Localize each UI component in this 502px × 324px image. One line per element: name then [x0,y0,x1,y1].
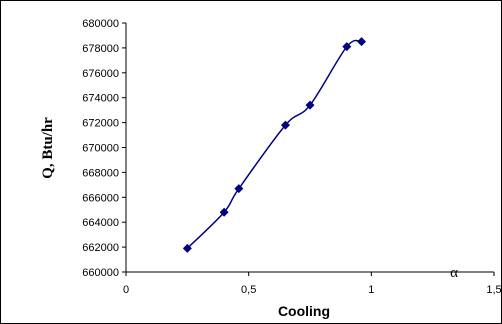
data-point-marker [280,120,290,130]
y-tick-label: 674000 [82,93,119,105]
data-point-marker [342,42,352,52]
y-tick-label: 664000 [82,217,119,229]
x-tick-label: 0 [123,284,129,296]
y-axis-title: Q, Btu/hr [40,117,56,179]
data-point-marker [219,207,229,217]
y-tick-label: 662000 [82,242,119,254]
x-axis-title: Cooling [278,303,330,319]
data-point-marker [182,243,192,253]
y-tick-label: 660000 [82,267,119,279]
x-axis-ticks: 0 0,5 1 1,5 [123,272,502,296]
y-tick-label: 678000 [82,43,119,55]
y-tick-label: 672000 [82,118,119,130]
x-tick-label: 0,5 [241,284,256,296]
y-tick-label: 666000 [82,192,119,204]
y-axis-ticks: 660000 662000 664000 666000 668000 670000 6720… [82,18,126,279]
y-tick-label: 668000 [82,167,119,179]
y-tick-label: 670000 [82,143,119,155]
x-tick-label: 1 [368,284,374,296]
y-tick-label: 676000 [82,68,119,80]
data-point-marker [357,37,367,47]
x-tick-label: 1,5 [486,284,501,296]
data-point-marker [234,184,244,194]
data-point-marker [305,100,315,110]
y-tick-label: 680000 [82,18,119,30]
alpha-annotation: α [450,265,458,281]
series-markers [182,37,367,253]
